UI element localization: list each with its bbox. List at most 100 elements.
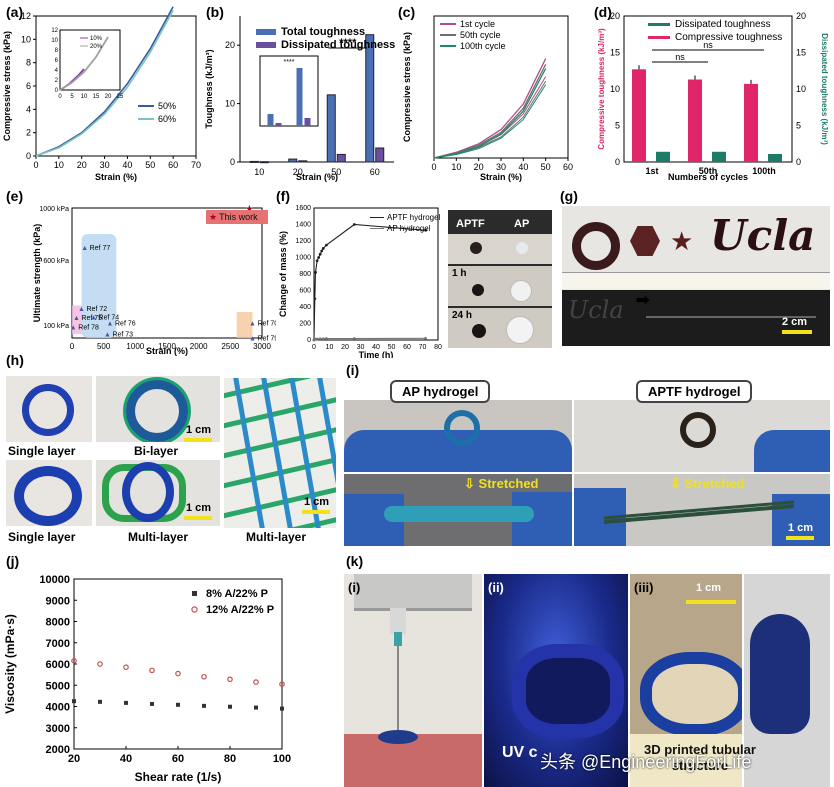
- title-ap-hydrogel: AP hydrogel: [390, 380, 491, 403]
- x-tick-label: 0: [70, 342, 75, 351]
- x-tick-label: 20: [77, 160, 87, 170]
- x-tick-label: 70: [191, 160, 201, 170]
- photo-k-printing: (i): [344, 574, 482, 787]
- y-tick-label: 5000: [46, 680, 70, 692]
- x-tick-label: 60: [403, 344, 411, 351]
- point-label: Ref 75: [81, 315, 102, 322]
- series-point: [424, 228, 427, 232]
- y-tick-label: 20: [225, 40, 235, 50]
- series-point: [253, 679, 259, 685]
- x-tick-label: 20: [68, 753, 80, 765]
- plot-frame: [259, 55, 319, 127]
- point-marker: ▲: [78, 306, 85, 313]
- series-point: [71, 658, 77, 664]
- legend-marker: [191, 606, 198, 613]
- scale-label: 2 cm: [782, 316, 808, 328]
- legend-b-dissipated-label: Dissipated toughness: [281, 39, 396, 51]
- ucla-stretched-text: Ucla: [568, 296, 624, 324]
- y-axis-label: Compressive stress (kPa): [402, 32, 412, 142]
- legend-label: 60%: [158, 114, 176, 124]
- inset-y-tick-label: 12: [51, 28, 58, 34]
- point-marker: ▲: [249, 320, 256, 327]
- point-marker: ▲: [90, 315, 97, 322]
- inset-x-tick-label: 25: [117, 94, 124, 100]
- bar: [744, 83, 758, 162]
- y-axis-label: Toughness (kJ/m³): [204, 49, 214, 128]
- legend-marker: [192, 591, 197, 596]
- plot-frame: [59, 29, 121, 91]
- series-point: [318, 337, 322, 341]
- panel-label-g: (g): [560, 188, 578, 204]
- arrow-down-icon: ⇩: [670, 476, 681, 491]
- y-tick-label: 4000: [46, 702, 70, 714]
- significance-ns: ns: [675, 52, 685, 62]
- inset-y-tick-label: 10: [51, 38, 58, 44]
- series-point: [150, 701, 154, 706]
- legend-f-aptf-label: APTF hydrogel: [387, 213, 441, 222]
- caption-strip: [630, 734, 742, 787]
- inset-x-tick-label: 10: [81, 94, 88, 100]
- y-tick-label: 0: [230, 157, 235, 167]
- tubular-structure: [640, 652, 742, 736]
- series-point: [280, 706, 284, 711]
- stretched-label: ⇩ Stretched: [670, 476, 745, 492]
- region-highlight: [72, 305, 82, 335]
- point-label: Ref 74: [99, 315, 120, 322]
- series-point: [254, 705, 258, 710]
- x-tick-label: 50: [388, 344, 396, 351]
- time-label-24h: 24 h: [452, 310, 473, 321]
- printed-tube: [378, 730, 418, 744]
- bar: [768, 153, 782, 162]
- bar: [249, 160, 259, 163]
- y2-tick-label: 5: [796, 121, 801, 131]
- point-label: Ref 70: [258, 320, 277, 327]
- watermark: 头条 @EngineeringForLife: [540, 752, 752, 772]
- photo-k-side: [744, 574, 830, 787]
- caption-bi-layer: Bi-layer: [134, 444, 179, 458]
- chart-f-mass-change: 0 10 20 30 40 50 60 70 8002004006008001000120014…: [278, 205, 442, 358]
- series-point: [176, 702, 180, 707]
- legend-b: Total toughness Dissipated toughness: [256, 26, 395, 52]
- x-tick-label: 100: [273, 753, 291, 765]
- series-point: [72, 699, 76, 704]
- x-tick-label: 40: [372, 344, 380, 351]
- y-tick-label: 20: [610, 11, 620, 21]
- photo-multi-layer-grid: 1 cm: [224, 378, 336, 528]
- inset-x-tick-label: 5: [70, 94, 74, 100]
- series-point: [124, 700, 128, 705]
- y-tick-label: 5: [615, 121, 620, 131]
- bar: [375, 147, 385, 163]
- legend-f-ap-label: AP hydrogel: [387, 224, 431, 233]
- y-tick-label: 6: [26, 81, 31, 91]
- x-tick-label: 50: [145, 160, 155, 170]
- series-line-unload: [433, 84, 547, 159]
- x-tick-label: 40: [120, 753, 132, 765]
- legend-d: Dissipated toughness Compressive toughne…: [648, 18, 782, 44]
- y-tick-label: 12: [21, 11, 31, 21]
- hydrogel-ring: [680, 412, 716, 448]
- legend-f-item: AP hydrogel: [370, 223, 440, 234]
- x-axis-label: Time (h): [359, 350, 394, 358]
- point-marker-star: ★: [245, 204, 254, 215]
- scale-bar: [184, 438, 212, 442]
- this-work-badge: ★ This work: [206, 210, 268, 224]
- stretched-hydrogel: [384, 506, 534, 522]
- ruler: [562, 272, 830, 289]
- legend-f-item: APTF hydrogel: [370, 212, 440, 223]
- caption-3d-line1: 3D printed tubular: [644, 742, 756, 757]
- series-point: [175, 670, 181, 677]
- star-icon: ★: [209, 212, 218, 222]
- x-tick-label: 80: [224, 753, 236, 765]
- stretched-text: Stretched: [684, 476, 745, 491]
- inset-x-tick-label: 0: [58, 94, 62, 100]
- hydrogel-ring: [444, 410, 480, 446]
- panel-label-c: (c): [398, 4, 416, 20]
- series-point: [325, 337, 328, 340]
- series-point: [315, 259, 319, 263]
- legend-b-total-label: Total toughness: [281, 26, 366, 38]
- x-tick-label: 10: [54, 160, 64, 170]
- x-tick-label: 60: [172, 753, 184, 765]
- x-tick-label: 3000: [253, 342, 271, 351]
- series-point: [424, 336, 427, 340]
- series-line: [35, 6, 174, 157]
